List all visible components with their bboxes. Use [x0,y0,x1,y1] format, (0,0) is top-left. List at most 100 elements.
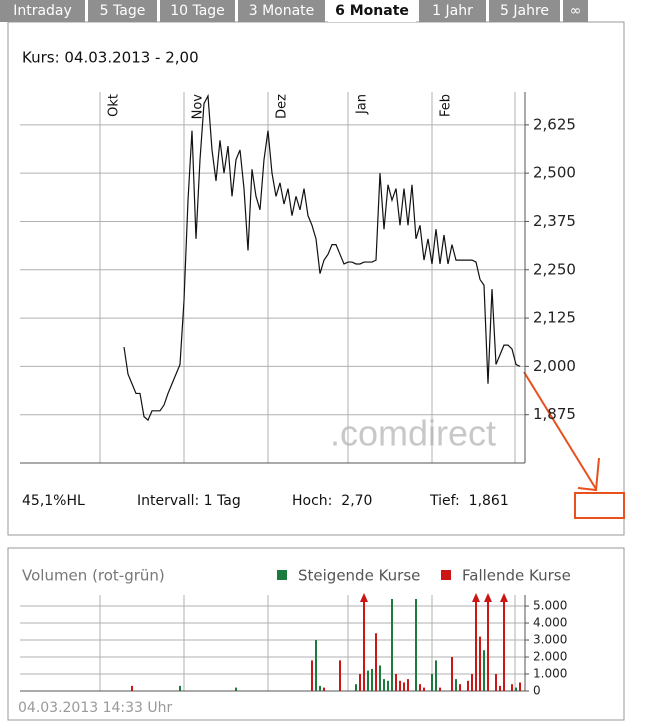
volume-bar [439,687,441,691]
tab-label[interactable]: 5 Jahre [500,3,549,19]
volume-bar [515,687,517,691]
volume-bar [419,684,421,691]
y-tick-label: 2,500 [533,164,576,182]
volume-bar [339,660,341,691]
legend-label: Fallende Kurse [462,567,571,585]
volume-bar [323,687,325,691]
annotation-box [574,492,625,519]
volume-bar [511,684,513,691]
volume-bar [495,674,497,691]
price-panel [7,21,625,536]
tab[interactable] [489,0,560,22]
volume-bar [459,684,461,691]
tab[interactable] [328,0,416,22]
volume-bar [235,687,237,691]
y-tick-label: 1.000 [533,667,567,681]
volume-bar [431,674,433,691]
legend-swatch [441,570,451,580]
y-tick-label: 2,125 [533,309,576,327]
volume-bar [359,674,361,691]
y-tick-label: 3.000 [533,633,567,647]
month-label: Okt [107,94,122,117]
y-tick-label: 0 [533,684,541,698]
volume-bar [383,679,385,691]
annotation-arrowhead [577,457,600,492]
tab[interactable] [88,0,157,22]
annotation-arrow [523,371,597,490]
tab-label[interactable]: Intraday [13,3,72,19]
volume-bar [475,599,477,691]
stat-low: Tief: 1,861 [429,493,509,509]
volume-bar [319,685,321,691]
volume-bar [471,674,473,691]
volume-bar [311,660,313,691]
volume-bar [399,680,401,691]
annotation [523,371,625,519]
y-tick-label: 2.000 [533,650,567,664]
volume-bar [363,599,365,691]
stat-interval: Intervall: 1 Tag [137,493,241,509]
volume-bar [503,599,505,691]
volume-bar [371,668,373,691]
volume-bar [403,682,405,691]
volume-bar [451,657,453,691]
volume-bar [355,684,357,691]
tab-label[interactable]: 6 Monate [335,3,409,19]
legend-label: Steigende Kurse [298,567,420,585]
y-tick-label: 1,875 [533,405,576,423]
tab[interactable] [238,0,325,22]
overflow-arrow [500,593,508,602]
volume-bar [367,670,369,691]
timestamp: 04.03.2013 14:33 Uhr [18,700,173,716]
volume-bar [315,640,317,691]
volume-bar [395,674,397,691]
overflow-arrow [484,593,492,602]
watermark: .comdirect [330,413,496,454]
y-tick-label: 2,250 [533,260,576,278]
quote: Kurs: 04.03.2013 - 2,00 [22,49,199,67]
volume-bar [415,599,417,691]
tab[interactable] [563,0,588,22]
volume-bar [387,680,389,691]
y-tick-label: 2,375 [533,212,576,230]
legend-swatch [277,570,287,580]
month-label: Jan [355,94,370,115]
price-line [123,93,521,422]
volume-bar [375,633,377,691]
volume-bar [467,680,469,691]
tab-label[interactable]: 3 Monate [249,3,315,19]
volume-bar [407,679,409,691]
overflow-arrow [472,593,480,602]
tab-label[interactable]: 5 Tage [100,3,146,19]
volume-bar [179,685,181,691]
volume-title: Volumen (rot-grün) [22,567,165,585]
volume-bar [499,685,501,691]
tab-label[interactable]: 10 Tage [170,3,225,19]
tab-label[interactable]: ∞ [570,3,582,19]
stat-high: Hoch: 2,70 [292,493,372,509]
volume-bar [483,650,485,691]
tab[interactable] [0,0,85,22]
volume-bar [379,665,381,691]
volume-bar [455,679,457,691]
volume-bar [519,682,521,691]
stat-range: 45,1%HL [22,493,85,509]
volume-bar [479,636,481,691]
volume-bar [435,660,437,691]
tab-label[interactable]: 1 Jahr [432,3,473,19]
volume-bar [131,685,133,691]
tab[interactable] [419,0,486,22]
month-label: Dez [275,94,290,119]
tab[interactable] [160,0,235,22]
volume-bar [391,599,393,691]
y-tick-label: 2,625 [533,115,576,133]
y-tick-label: 5.000 [533,599,567,613]
y-tick-label: 4.000 [533,616,567,630]
volume-bar [423,687,425,691]
month-label: Feb [439,94,454,117]
month-label: Nov [191,94,206,120]
y-tick-label: 2,000 [533,357,576,375]
volume-bar [487,599,489,691]
